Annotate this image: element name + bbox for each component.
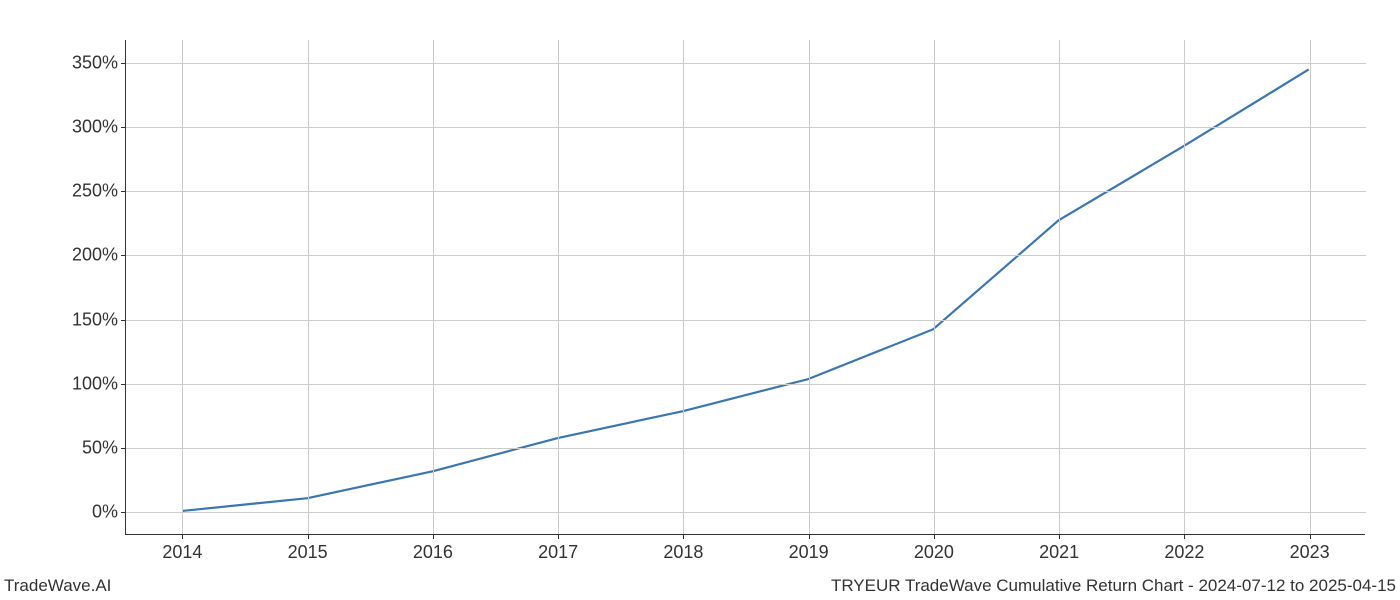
grid-line-vertical [433, 40, 434, 535]
x-tick-label: 2023 [1290, 534, 1330, 563]
x-tick-label: 2017 [538, 534, 578, 563]
x-tick-label: 2016 [413, 534, 453, 563]
chart-container: 2014 2015 2016 2017 2018 2019 2020 2021 2022 2023… [0, 0, 1400, 600]
grid-line-vertical [1059, 40, 1060, 535]
grid-line-vertical [683, 40, 684, 535]
grid-line-vertical [1184, 40, 1185, 535]
x-tick-label: 2019 [789, 534, 829, 563]
x-tick-label: 2021 [1039, 534, 1079, 563]
grid-line-horizontal [126, 384, 1366, 385]
y-tick-label: 300% [72, 117, 126, 138]
grid-line-horizontal [126, 448, 1366, 449]
y-tick-label: 200% [72, 245, 126, 266]
footer-left-label: TradeWave.AI [4, 576, 111, 596]
x-tick-label: 2022 [1164, 534, 1204, 563]
grid-line-vertical [934, 40, 935, 535]
grid-line-vertical [308, 40, 309, 535]
x-tick-label: 2020 [914, 534, 954, 563]
x-tick-label: 2014 [162, 534, 202, 563]
y-tick-label: 150% [72, 309, 126, 330]
plot-area: 2014201520162017201820192020202120222023… [125, 40, 1365, 535]
grid-line-horizontal [126, 127, 1366, 128]
y-tick-label: 50% [82, 437, 126, 458]
grid-line-vertical [1310, 40, 1311, 535]
y-tick-label: 0% [92, 501, 126, 522]
line-series [126, 40, 1365, 534]
grid-line-horizontal [126, 320, 1366, 321]
grid-line-vertical [182, 40, 183, 535]
y-tick-label: 350% [72, 53, 126, 74]
return-line [182, 69, 1308, 511]
footer-right-label: TRYEUR TradeWave Cumulative Return Chart… [831, 576, 1396, 596]
grid-line-vertical [558, 40, 559, 535]
grid-line-horizontal [126, 63, 1366, 64]
y-tick-label: 250% [72, 181, 126, 202]
grid-line-horizontal [126, 191, 1366, 192]
x-tick-label: 2018 [663, 534, 703, 563]
y-tick-label: 100% [72, 373, 126, 394]
grid-line-horizontal [126, 512, 1366, 513]
grid-line-vertical [809, 40, 810, 535]
x-tick-label: 2015 [288, 534, 328, 563]
grid-line-horizontal [126, 255, 1366, 256]
